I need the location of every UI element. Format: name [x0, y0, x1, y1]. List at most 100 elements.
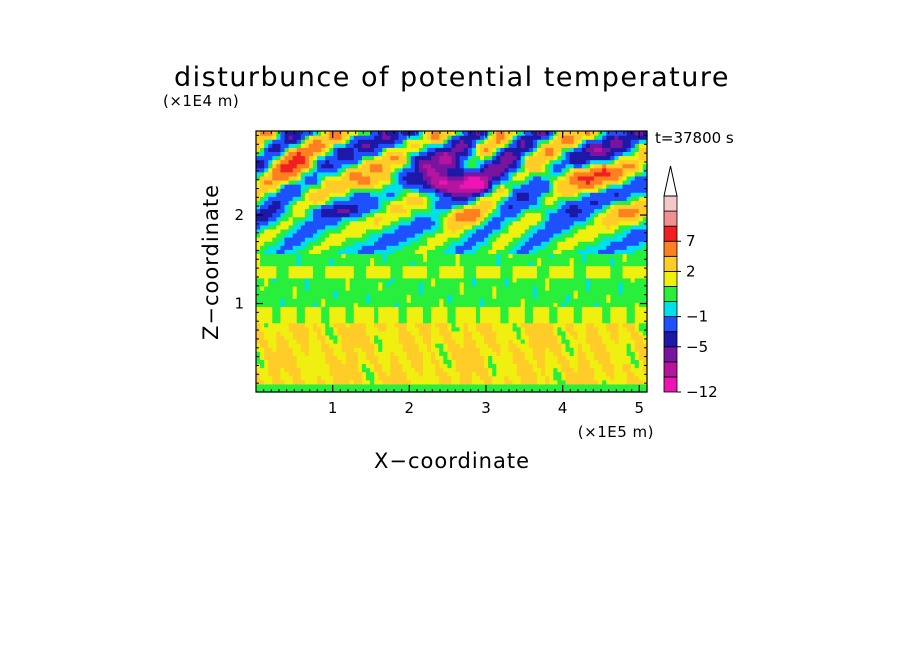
- field-cell: [589, 281, 595, 287]
- field-cell: [329, 351, 334, 356]
- field-cell: [577, 220, 583, 226]
- field-cell: [516, 224, 522, 230]
- field-cell: [447, 322, 453, 328]
- field-cell: [402, 371, 408, 377]
- field-cell: [296, 359, 302, 365]
- field-cell: [594, 294, 599, 299]
- field-cell: [492, 355, 497, 360]
- field-cell: [451, 375, 457, 381]
- field-cell: [630, 200, 636, 206]
- field-cell: [431, 330, 436, 336]
- field-cell: [549, 216, 554, 222]
- field-cell: [410, 294, 416, 299]
- field-cell: [308, 220, 314, 226]
- field-cell: [406, 245, 412, 250]
- field-cell: [606, 192, 611, 197]
- field-cell: [512, 387, 518, 393]
- field-cell: [577, 216, 583, 222]
- field-cell: [602, 269, 607, 275]
- field-cell: [406, 241, 412, 246]
- field-cell: [431, 277, 436, 283]
- field-cell: [406, 322, 412, 328]
- field-cell: [532, 241, 538, 246]
- field-cell: [447, 257, 453, 263]
- field-cell: [642, 334, 648, 340]
- field-cell: [304, 330, 310, 336]
- field-cell: [276, 237, 282, 242]
- field-cell: [447, 379, 453, 385]
- field-cell: [618, 188, 624, 193]
- field-cell: [528, 237, 534, 242]
- field-cell: [577, 265, 583, 271]
- field-cell: [443, 196, 449, 201]
- field-cell: [459, 355, 465, 360]
- field-cell: [500, 306, 506, 312]
- field-cell: [520, 290, 526, 295]
- field-cell: [272, 184, 277, 189]
- field-cell: [585, 355, 591, 360]
- field-cell: [378, 188, 383, 193]
- field-cell: [276, 249, 282, 254]
- field-cell: [585, 249, 591, 254]
- field-cell: [288, 383, 294, 389]
- field-cell: [317, 334, 322, 340]
- field-cell: [573, 277, 579, 283]
- field-cell: [488, 334, 493, 340]
- field-cell: [337, 306, 343, 312]
- field-cell: [622, 351, 628, 356]
- field-cell: [577, 277, 583, 283]
- field-cell: [549, 204, 554, 210]
- field-cell: [370, 351, 375, 356]
- field-cell: [394, 192, 400, 197]
- field-cell: [545, 269, 550, 275]
- field-cell: [365, 338, 371, 344]
- field-cell: [308, 371, 314, 377]
- field-cell: [626, 179, 632, 185]
- field-cell: [321, 281, 326, 287]
- field-cell: [398, 326, 404, 332]
- field-cell: [532, 281, 538, 287]
- field-cell: [508, 343, 514, 348]
- field-cell: [545, 277, 550, 283]
- field-cell: [333, 261, 339, 267]
- field-cell: [337, 245, 343, 250]
- field-cell: [581, 241, 587, 246]
- field-cell: [537, 355, 542, 360]
- field-cell: [524, 216, 530, 222]
- field-cell: [321, 179, 326, 185]
- field-cell: [549, 347, 554, 352]
- field-cell: [573, 228, 579, 234]
- field-cell: [390, 273, 396, 279]
- field-cell: [512, 285, 518, 291]
- field-cell: [553, 273, 558, 279]
- field-cell: [484, 343, 489, 348]
- field-cell: [528, 371, 534, 377]
- field-cell: [447, 261, 453, 267]
- field-cell: [268, 249, 273, 254]
- field-cell: [264, 237, 269, 242]
- field-cell: [329, 196, 334, 201]
- field-cell: [317, 208, 322, 214]
- field-cell: [333, 334, 339, 340]
- field-cell: [447, 216, 453, 222]
- field-cell: [598, 343, 603, 348]
- field-cell: [345, 326, 351, 332]
- field-cell: [333, 326, 339, 332]
- field-cell: [268, 232, 273, 238]
- field-cell: [545, 347, 550, 352]
- field-cell: [353, 371, 359, 377]
- field-cell: [317, 379, 322, 385]
- field-cell: [610, 192, 616, 197]
- field-cell: [431, 290, 436, 295]
- field-cell: [577, 290, 583, 295]
- field-cell: [345, 265, 351, 271]
- field-cell: [508, 253, 514, 259]
- field-cell: [361, 302, 367, 307]
- field-cell: [589, 322, 595, 328]
- field-cell: [553, 343, 558, 348]
- field-cell: [447, 184, 453, 189]
- field-cell: [284, 232, 290, 238]
- field-cell: [447, 367, 453, 373]
- field-cell: [504, 245, 510, 250]
- field-cell: [427, 298, 432, 303]
